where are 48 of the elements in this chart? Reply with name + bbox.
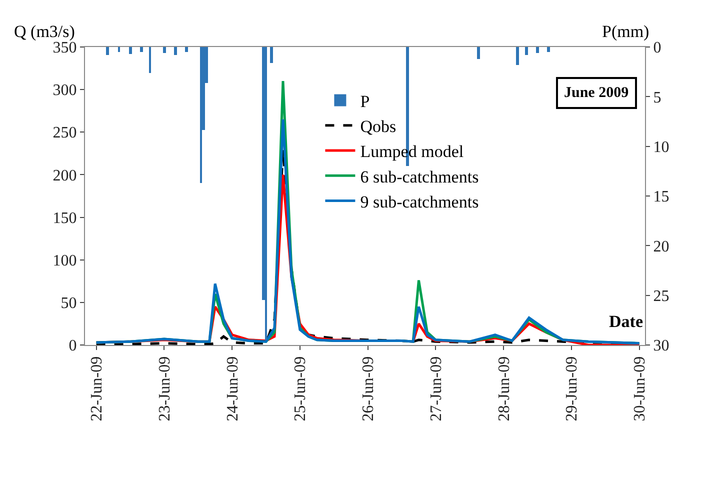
bar: [265, 47, 267, 340]
bar: [547, 47, 550, 52]
bar: [140, 47, 143, 52]
y-tick-label: 150: [52, 210, 77, 227]
x-tick-label: 27-Jun-09: [428, 356, 445, 422]
annotation: June 2009: [564, 85, 629, 101]
legend-label: 9 sub-catchments: [360, 192, 479, 212]
y2-tick-label: 25: [653, 288, 670, 305]
legend-label: P: [360, 92, 370, 111]
legend-label: Qobs: [360, 117, 396, 136]
y-tick-label: 250: [52, 124, 77, 142]
y2-tick-label: 10: [653, 138, 670, 156]
bar: [129, 47, 132, 54]
legend-label: 6 sub-catchments: [360, 167, 479, 186]
y-axis-title: Q (m3/s): [14, 22, 75, 41]
bar: [174, 47, 177, 55]
x-tick-label: 26-Jun-09: [360, 356, 378, 422]
bar: [477, 47, 480, 59]
x-tick-label: 28-Jun-09: [496, 356, 513, 422]
y-tick-label: 350: [52, 40, 77, 57]
bar: [270, 47, 273, 63]
x-tick-label: 30-Jun-09: [632, 356, 649, 422]
bar: [118, 47, 120, 52]
x-tick-label: 24-Jun-09: [224, 356, 242, 422]
y2-tick-label: 0: [653, 40, 662, 57]
bar: [149, 47, 151, 73]
bar: [163, 47, 166, 53]
bar: [106, 47, 109, 55]
x-tick-label: 23-Jun-09: [156, 356, 174, 422]
bar: [536, 47, 539, 53]
x-tick-label: 25-Jun-09: [292, 356, 310, 422]
y-tick-label: 300: [52, 82, 77, 100]
bar: [516, 47, 519, 65]
y-tick-label: 50: [60, 295, 77, 312]
y2-axis-title: P(mm): [602, 22, 650, 41]
y2-tick-label: 5: [653, 89, 662, 106]
x-tick-label: 22-Jun-09: [88, 356, 106, 422]
bar: [200, 47, 202, 183]
y2-tick-label: 15: [653, 188, 670, 206]
y-tick-label: 100: [52, 252, 77, 270]
bar: [185, 47, 188, 52]
bar: [525, 47, 528, 55]
y-tick-label: 200: [52, 167, 77, 184]
y2-tick-label: 20: [653, 238, 670, 256]
y-tick-label: 0: [68, 338, 77, 355]
x-axis-title: Date: [609, 312, 644, 331]
y2-tick-label: 30: [653, 338, 670, 355]
x-tick-label: 29-Jun-09: [564, 356, 581, 422]
